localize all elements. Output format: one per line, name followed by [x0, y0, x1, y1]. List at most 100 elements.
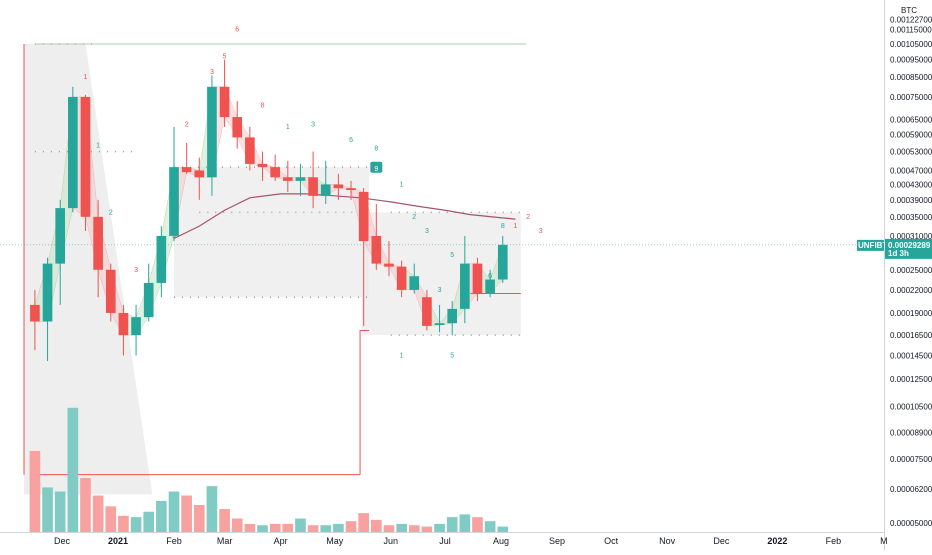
price-axis-label: 0.00019000 — [890, 309, 932, 318]
candle-body — [232, 117, 243, 138]
price-axis-label: 0.00008900 — [890, 428, 932, 437]
candle-body — [118, 312, 129, 336]
time-axis-label: Jun — [384, 536, 399, 546]
volume-bar — [168, 491, 180, 532]
time-axis-label: May — [326, 536, 344, 546]
volume-bar — [408, 525, 420, 532]
price-axis-label: 0.00031000 — [890, 232, 932, 241]
candle-body — [346, 188, 356, 191]
volume-bars — [29, 407, 509, 532]
volume-bar — [143, 511, 155, 532]
time-axis-label: Mar — [217, 536, 233, 546]
volume-bar — [105, 506, 117, 532]
candle-body — [460, 263, 470, 309]
time-axis-label: Oct — [604, 536, 619, 546]
volume-bar — [80, 478, 91, 532]
count-label: 5 — [172, 233, 176, 240]
time-axis-label: Nov — [659, 536, 676, 546]
currency-label: BTC — [901, 6, 917, 15]
price-axis-label: 0.00095000 — [890, 56, 932, 65]
price-axis-label: 0.00016500 — [890, 331, 932, 340]
volume-bar — [269, 523, 281, 532]
candle-body — [472, 263, 483, 294]
time-axis-label: Aug — [493, 536, 509, 546]
price-axis-label: 0.00043000 — [890, 180, 932, 189]
volume-bar — [459, 514, 471, 532]
count-label: 3 — [134, 267, 138, 274]
volume-bar — [383, 525, 395, 532]
candle-body — [42, 263, 53, 322]
candle-body — [80, 96, 91, 217]
count-label: 5 — [450, 352, 454, 359]
price-axis-label: 0.00006200 — [890, 485, 932, 494]
candle-body — [169, 167, 179, 236]
count-label: 2 — [109, 209, 113, 216]
candle-body — [245, 137, 255, 164]
candle-body — [219, 86, 230, 118]
count-label: 1 — [513, 223, 517, 230]
time-axis-label: M — [880, 536, 888, 546]
moving-average-line — [173, 193, 516, 240]
candle-body — [409, 276, 420, 290]
candle-body — [358, 191, 369, 242]
count-label: 1 — [96, 143, 100, 150]
candle-body — [333, 184, 344, 189]
volume-bar — [320, 525, 332, 532]
count-label: 2 — [526, 214, 530, 221]
count-label: 8 — [374, 146, 378, 153]
band-left — [24, 44, 153, 495]
time-axis-label: Jul — [439, 536, 451, 546]
band-right — [361, 212, 521, 336]
candle-body — [384, 263, 394, 267]
count-label: 1 — [400, 352, 404, 359]
candle-body — [93, 216, 103, 270]
symbol-tag-text: UNFIBTC — [858, 241, 893, 250]
time-axis-label: 2022 — [767, 536, 787, 546]
volume-bar — [497, 526, 509, 532]
volume-bar — [396, 523, 407, 532]
time-axis-label: Sep — [549, 536, 565, 546]
volume-bar — [282, 523, 294, 532]
time-axis[interactable]: Dec 2021 Feb Mar Apr May Jun Jul Aug Sep Oct Nov Dec… — [54, 536, 888, 546]
volume-bar — [371, 519, 382, 532]
price-axis-label: 0.00025000 — [890, 266, 932, 275]
candle-body — [156, 235, 167, 283]
candle-body — [68, 96, 78, 209]
volume-bar — [295, 518, 306, 532]
time-axis-label: Dec — [713, 536, 730, 546]
candle-body — [308, 177, 318, 196]
volume-bar — [257, 525, 268, 532]
candle-body — [181, 167, 192, 173]
volume-bar — [219, 509, 230, 532]
volume-bar — [244, 523, 256, 532]
volume-bar — [358, 513, 369, 532]
volume-bar — [307, 525, 319, 532]
volume-bar — [206, 486, 218, 532]
count-label: 1 — [400, 181, 404, 188]
candle-body — [257, 163, 268, 168]
price-axis-label: 0.00010500 — [890, 402, 932, 411]
candle-body — [434, 323, 445, 326]
volume-bar — [434, 523, 445, 532]
count-label: 9 — [374, 166, 378, 173]
count-label: 1 — [286, 124, 290, 131]
volume-bar — [193, 505, 205, 532]
price-axis-label: 0.00122700 — [890, 15, 932, 24]
candlesticks[interactable] — [30, 59, 508, 362]
candle-body — [320, 184, 331, 196]
price-axis-label: 0.00115000 — [890, 26, 932, 35]
price-axis-label: 0.00059000 — [890, 131, 932, 140]
candle-body — [270, 167, 280, 178]
volume-bar — [67, 407, 79, 532]
count-label: 3 — [425, 228, 429, 235]
price-axis[interactable]: 0.00122700 0.00115000 0.00105000 0.00095000… — [890, 15, 932, 528]
moving-average — [173, 193, 516, 240]
level-lines — [0, 43, 884, 476]
count-label: 5 — [223, 53, 227, 60]
volume-bar — [345, 521, 357, 532]
price-axis-label: 0.00065000 — [890, 115, 932, 124]
candle-body — [422, 297, 432, 326]
price-axis-label: 0.00105000 — [890, 40, 932, 49]
